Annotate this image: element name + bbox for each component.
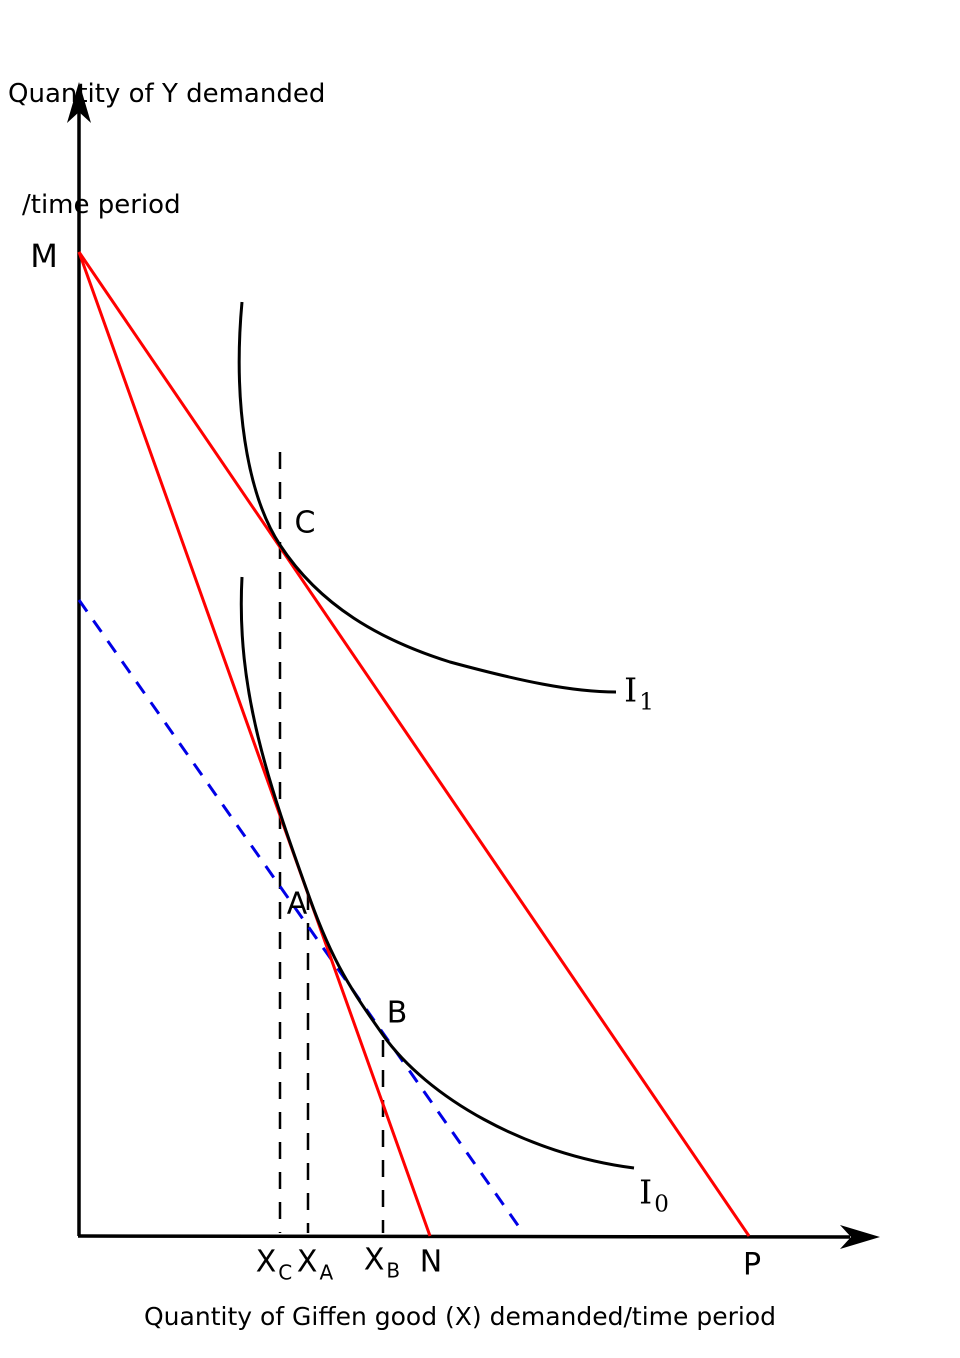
- indifference-curve-i1: [237, 301, 617, 694]
- point-label-c: C: [294, 505, 316, 541]
- curve-label-i1: I1: [624, 670, 654, 716]
- point-label-b: B: [386, 995, 408, 1031]
- x-axis-title: Quantity of Giffen good (X) demanded/tim…: [144, 1302, 776, 1331]
- point-label-a: A: [286, 886, 308, 922]
- indifference-curve-i0: [239, 576, 635, 1170]
- curve-label-i0: I0: [639, 1172, 669, 1218]
- x-axis-arrowhead-icon: [840, 1225, 880, 1249]
- budget-line-mn: [77, 251, 432, 1237]
- x-tick-xb-sub: B: [386, 1258, 401, 1283]
- point-label-p: P: [742, 1247, 762, 1283]
- x-tick-xc-base: X: [255, 1244, 277, 1280]
- curve-label-i0-base: I: [639, 1172, 653, 1212]
- point-label-m: M: [30, 237, 58, 275]
- y-axis-title-line1: Quantity of Y demanded: [8, 79, 326, 109]
- x-tick-xb-base: X: [363, 1242, 385, 1278]
- curve-label-i1-base: I: [624, 670, 638, 710]
- x-tick-xc-sub: C: [278, 1260, 293, 1285]
- curve-label-i1-sub: 1: [639, 689, 654, 716]
- x-axis: [77, 1234, 851, 1239]
- budget-line-mp: [77, 251, 751, 1237]
- curve-label-i0-sub: 0: [654, 1191, 669, 1218]
- point-label-n: N: [419, 1244, 443, 1280]
- y-axis-arrowhead-icon: [67, 82, 91, 123]
- compensated-budget-line: [77, 599, 526, 1235]
- x-tick-xa-base: X: [296, 1244, 318, 1280]
- x-tick-xa-sub: A: [319, 1260, 334, 1285]
